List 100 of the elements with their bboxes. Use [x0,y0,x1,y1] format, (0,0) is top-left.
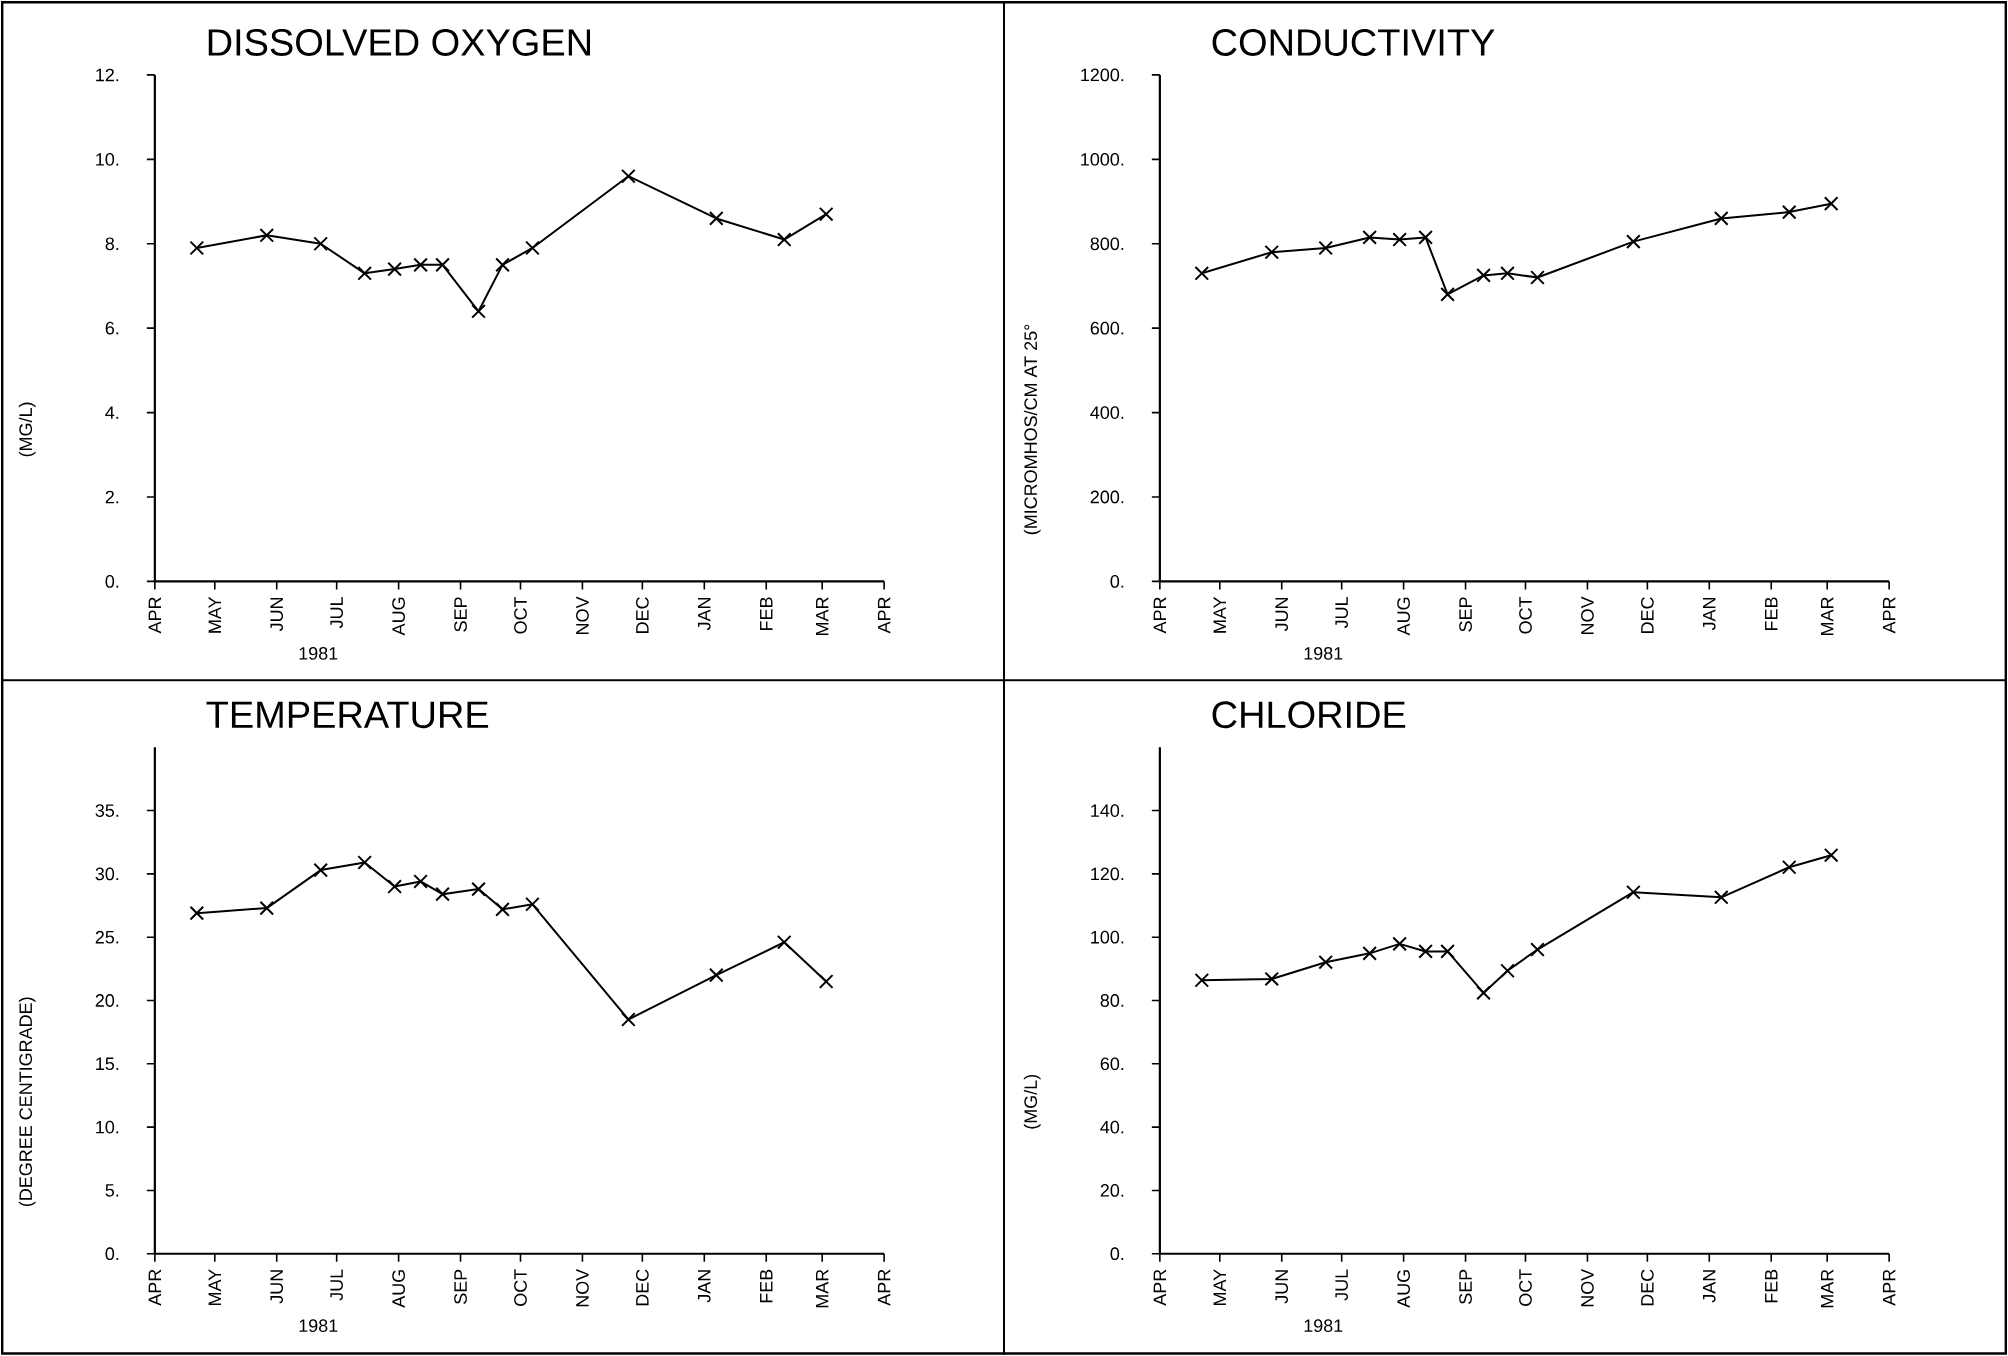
x-tick-label: APR [148,1269,162,1306]
point [1823,848,1839,863]
x-tick-label: OCT [1519,1269,1532,1307]
point [818,207,834,222]
point [1264,971,1280,987]
point [525,897,540,912]
y-tick-label: 40. [1100,1120,1124,1134]
x-tick-label: DEC [635,597,649,634]
y-tick-label: 140. [1091,804,1124,818]
y-axis-title: (MICROMHOS/CM AT 25° [1023,324,1041,535]
x-tick-label: JAN [1703,1270,1716,1303]
point [1823,196,1839,212]
point [1264,245,1280,260]
point [1418,230,1433,245]
chart-title: CHLORIDE [1212,701,1406,729]
point [313,236,329,252]
point [495,902,510,917]
point [708,211,724,226]
x-tick-label: MAY [1213,597,1226,633]
point [1781,860,1797,875]
x-tick-label: JUL [330,1269,343,1301]
point [1392,232,1407,248]
point [776,935,792,950]
point [471,881,486,897]
y-tick-label: 1200. [1081,68,1124,82]
point [1194,973,1210,988]
point [1530,942,1545,958]
chart-title: DISSOLVED OXYGEN [208,29,591,57]
x-tick-label: JUN [270,598,284,632]
y-tick-label: 0. [1110,1247,1124,1261]
x-tick-label: NOV [1581,596,1594,635]
x-tick-label: NOV [576,1269,589,1307]
x-tick-label: JUL [1335,1269,1348,1301]
x-tick-label: AUG [392,1270,405,1308]
point [776,232,792,248]
x-tick-label: APR [1882,1269,1896,1306]
x-tick-label: JUL [330,597,343,629]
point [189,240,205,256]
x-tick-label: APR [877,1269,891,1306]
x-tick-label: OCT [514,597,527,634]
x-tick-label: MAR [1820,597,1834,636]
point [495,257,510,273]
x-tick-label: MAR [816,1269,829,1308]
x-tick-label: APR [1153,1269,1167,1306]
x-tick-label: MAY [1213,1269,1226,1306]
y-tick-label: 10. [96,1120,119,1134]
point [1440,287,1455,302]
point [1318,240,1334,256]
point [357,855,372,871]
x-axis-title: 1981 [1304,1319,1343,1333]
x-tick-label: MAR [1820,1269,1834,1308]
point [1362,946,1377,961]
y-tick-label: 80. [1100,994,1124,1008]
point [387,879,402,895]
y-tick-label: 800. [1090,237,1124,251]
x-tick-label: FEB [760,597,773,631]
point [708,967,724,983]
x-tick-label: DEC [1640,1269,1654,1306]
x-tick-label: FEB [1765,1269,1778,1303]
y-tick-label: 0. [105,1247,119,1261]
y-tick-label: 5. [105,1184,119,1197]
point [259,900,275,916]
point [387,261,402,277]
x-axis-title: 1981 [1304,647,1343,660]
x-tick-label: JAN [698,1270,711,1303]
y-tick-label: 1000. [1081,153,1124,166]
point [471,304,486,319]
y-tick-label: 25. [95,930,119,944]
point [1781,204,1797,220]
y-tick-label: 60. [1100,1057,1124,1071]
point [1500,963,1515,979]
x-tick-label: FEB [760,1269,773,1303]
point [413,874,428,889]
x-tick-label: JUN [1275,598,1289,632]
point [1626,234,1641,250]
x-tick-label: APR [148,597,162,634]
point [621,1012,636,1028]
y-tick-label: 20. [95,994,119,1008]
point [818,974,834,990]
point [435,886,450,902]
x-tick-label: DEC [1640,597,1654,634]
y-tick-label: 6. [105,321,119,335]
y-tick-label: 35. [95,804,119,818]
x-tick-label: JUL [1335,597,1348,629]
x-tick-label: OCT [1519,597,1532,634]
y-tick-label: 30. [95,867,119,881]
y-tick-label: 10. [96,153,119,166]
x-tick-label: AUG [392,597,405,636]
y-tick-label: 600. [1090,321,1124,335]
y-axis-title: (MG/L) [18,402,36,457]
point [1476,268,1491,283]
y-tick-label: 0. [105,575,119,588]
x-tick-label: JUN [1275,1270,1289,1304]
x-tick-label: SEP [454,1269,467,1305]
x-tick-label: AUG [1397,1270,1410,1308]
y-axis-title: (MG/L) [1023,1075,1041,1129]
y-tick-label: 4. [105,406,119,419]
x-tick-label: APR [1153,597,1167,634]
y-tick-label: 200. [1090,490,1124,504]
x-tick-label: AUG [1397,597,1410,636]
